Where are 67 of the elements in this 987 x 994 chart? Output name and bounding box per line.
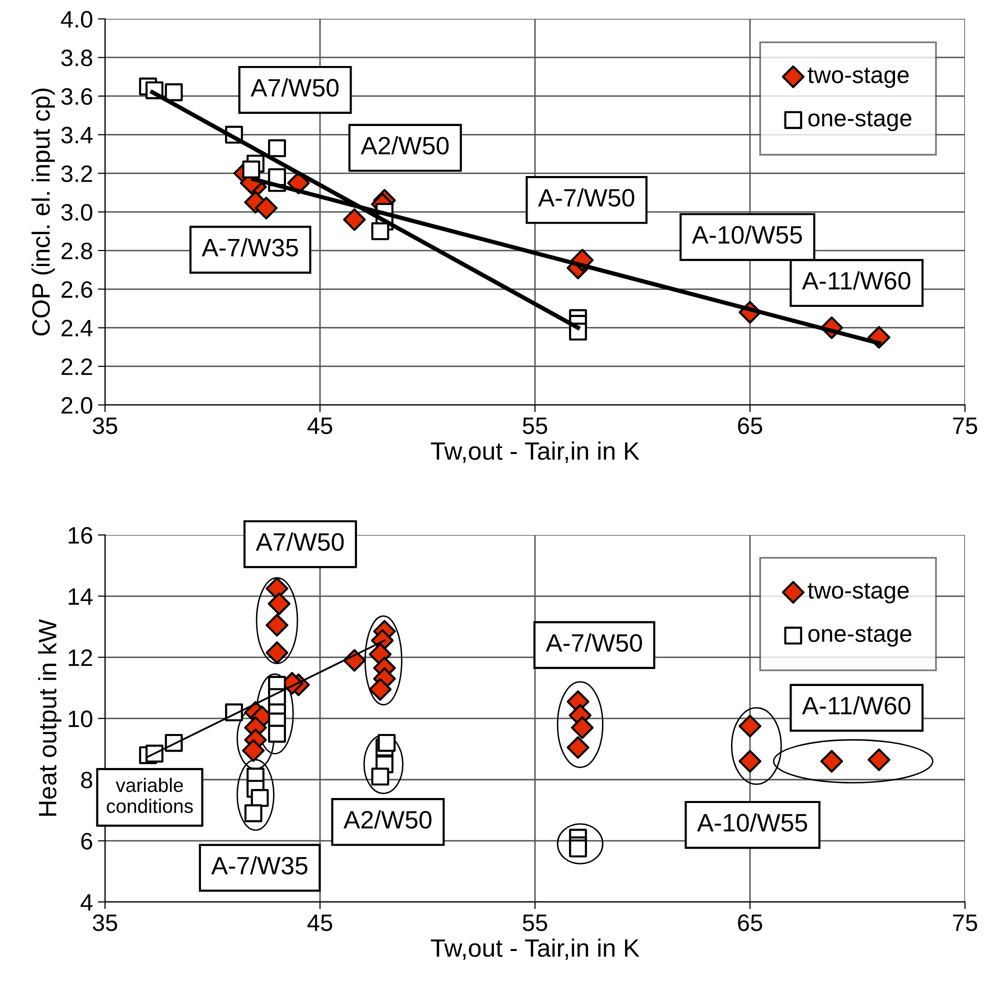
annotation: A-7/W50 (546, 633, 642, 652)
annotation: A-10/W55 (697, 813, 808, 832)
annotation: A-7/W35 (211, 856, 308, 875)
annotation: A2/W50 (344, 810, 432, 829)
x-tick-label: 45 (307, 914, 332, 932)
point (368, 678, 392, 701)
annotation: variable conditions (106, 778, 193, 814)
x-tick-label: 55 (522, 914, 548, 932)
x-tick-label: 55 (522, 418, 548, 434)
annotation: A-10/W55 (692, 225, 802, 244)
x-tick-label: 45 (307, 418, 332, 434)
y-tick-label: 8 (81, 772, 92, 788)
y-tick-label: 3.0 (61, 204, 92, 221)
point (164, 83, 183, 102)
x-tick-label: 65 (738, 914, 762, 932)
y-tick-label: 4 (80, 894, 93, 911)
y-tick-label: 2.0 (62, 397, 92, 414)
y-tick-label: 2.4 (62, 320, 93, 336)
x-tick-label: 75 (953, 418, 978, 434)
point (242, 160, 260, 178)
point (266, 641, 288, 664)
annotation: A-7/W50 (538, 188, 634, 207)
point (343, 208, 366, 231)
annotation: A-11/W60 (802, 271, 910, 290)
y-tick-label: 3.2 (61, 165, 92, 182)
y-tick-label: 3.4 (61, 126, 93, 144)
x-axis-title: Tw,out - Tair,in in K (430, 442, 640, 463)
y-tick-label: 14 (68, 588, 93, 605)
y-tick-label: 3.6 (61, 88, 92, 105)
point (566, 736, 590, 759)
point (868, 748, 890, 772)
y-tick-label: 2.2 (62, 358, 92, 375)
x-tick-label: 65 (738, 417, 762, 434)
x-axis-title: Tw,out - Tair,in in K (430, 938, 640, 960)
point (738, 714, 762, 738)
legend-label: two-stage (808, 583, 909, 604)
y-tick-label: 6 (81, 832, 92, 850)
y-tick-label: 3.8 (61, 50, 92, 66)
legend-label: two-stage (808, 68, 909, 88)
annotation: A-11/W60 (802, 696, 910, 715)
x-tick-label: 35 (92, 914, 118, 932)
point (254, 196, 278, 220)
point (268, 139, 286, 158)
annotation: A2/W50 (360, 136, 449, 155)
legend-label: one-stage (808, 626, 912, 647)
x-tick-label: 75 (953, 914, 978, 932)
point (820, 750, 844, 773)
point (378, 734, 396, 752)
annotation: A7/W50 (250, 78, 339, 97)
point (268, 592, 291, 616)
y-tick-label: 2.6 (62, 281, 92, 298)
y-tick-label: 4.0 (60, 10, 92, 28)
point (738, 750, 762, 773)
legend-label: one-stage (808, 110, 912, 132)
x-tick-label: 35 (92, 417, 118, 434)
point (268, 724, 286, 743)
y-tick-label: 16 (68, 527, 92, 544)
y-tick-label: 10 (68, 710, 92, 728)
point (371, 768, 390, 786)
point (244, 804, 262, 822)
point (371, 222, 390, 240)
y-tick-label: 2.8 (62, 242, 92, 260)
y-tick-label: 12 (68, 649, 92, 666)
annotation: A-7/W35 (202, 238, 298, 256)
annotation: A7/W50 (256, 532, 344, 551)
y-axis-title: COP (incl. el. input cp) (32, 88, 55, 336)
y-axis-title: Heat output in kW (38, 619, 62, 816)
